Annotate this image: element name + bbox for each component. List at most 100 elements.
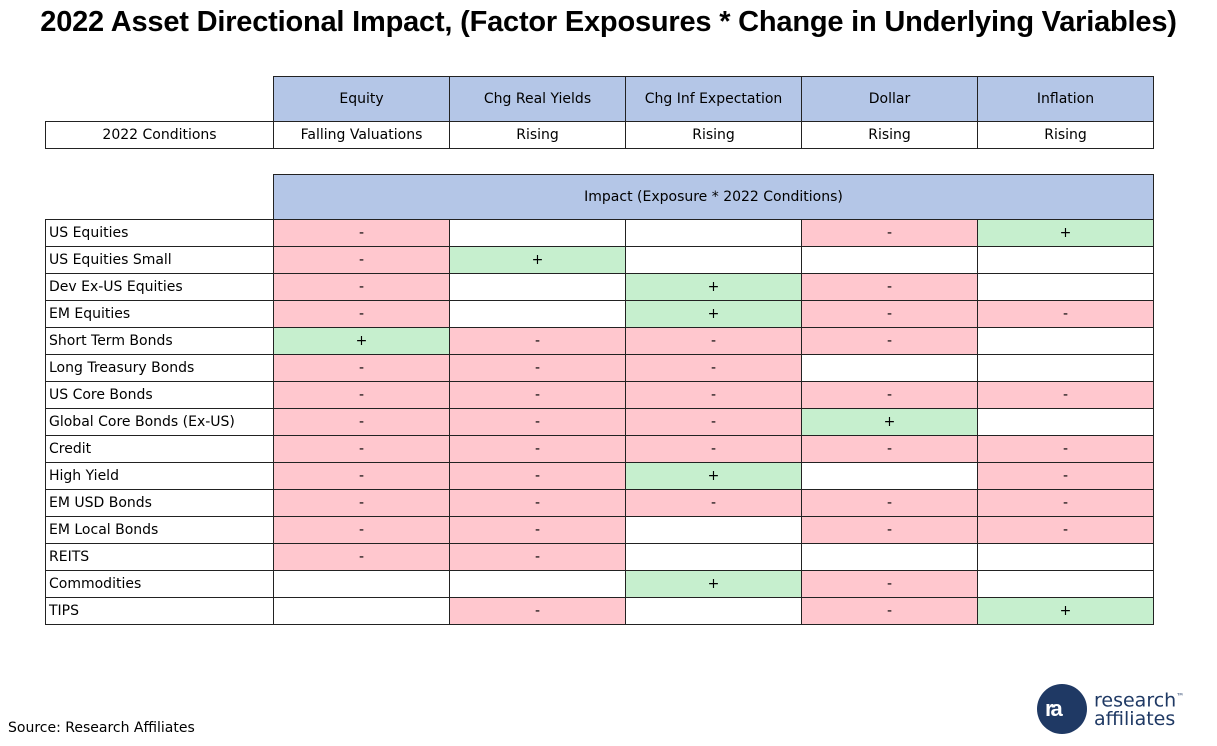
impact-cell: - (273, 516, 450, 544)
impact-cell: - (801, 516, 978, 544)
asset-name: Global Core Bonds (Ex-US) (45, 408, 274, 436)
impact-cell: - (273, 273, 450, 301)
impact-cell: - (273, 219, 450, 247)
impact-cell (449, 273, 626, 301)
impact-cell: - (273, 489, 450, 517)
table-row: US Core Bonds - - - - - (45, 381, 1154, 409)
factor-header-dollar: Dollar (801, 76, 978, 122)
table-row: Global Core Bonds (Ex-US) - - - + (45, 408, 1154, 436)
impact-cell: - (977, 381, 1154, 409)
impact-cell: - (801, 219, 978, 247)
impact-cell: + (273, 327, 450, 355)
impact-cell: - (449, 327, 626, 355)
asset-name: US Equities Small (45, 246, 274, 274)
conditions-row: 2022 Conditions Falling Valuations Risin… (45, 121, 1154, 149)
impact-header-blank (46, 175, 274, 220)
impact-cell: - (449, 435, 626, 463)
impact-cell (273, 570, 450, 598)
impact-cell (625, 543, 802, 571)
impact-cell: - (449, 543, 626, 571)
impact-cell: - (977, 489, 1154, 517)
impact-cell: - (625, 327, 802, 355)
table-row: Credit - - - - - (45, 435, 1154, 463)
impact-cell: - (801, 489, 978, 517)
page-title: 2022 Asset Directional Impact, (Factor E… (40, 6, 1177, 38)
impact-cell (977, 327, 1154, 355)
asset-name: High Yield (45, 462, 274, 490)
factor-table: Equity Chg Real Yields Chg Inf Expectati… (45, 76, 1154, 149)
impact-body: US Equities - - + US Equities Small - + Dev Ex-… (45, 219, 1154, 625)
impact-cell (977, 354, 1154, 382)
impact-header: Impact (Exposure * 2022 Conditions) (273, 174, 1154, 220)
impact-cell (977, 570, 1154, 598)
impact-cell: - (625, 435, 802, 463)
conditions-label: 2022 Conditions (45, 121, 274, 149)
impact-table: Impact (Exposure * 2022 Conditions) US E… (45, 174, 1154, 625)
impact-cell: - (449, 354, 626, 382)
impact-cell: + (625, 570, 802, 598)
logo-tm: ™ (1176, 692, 1185, 701)
factor-header-row: Equity Chg Real Yields Chg Inf Expectati… (46, 76, 1154, 122)
table-row: EM Local Bonds - - - - (45, 516, 1154, 544)
impact-cell: - (449, 462, 626, 490)
impact-cell: - (977, 516, 1154, 544)
table-row: Short Term Bonds + - - - (45, 327, 1154, 355)
asset-name: Long Treasury Bonds (45, 354, 274, 382)
impact-cell (625, 597, 802, 625)
condition-cell: Rising (977, 121, 1154, 149)
impact-cell: - (449, 408, 626, 436)
impact-cell: - (449, 381, 626, 409)
asset-name: US Equities (45, 219, 274, 247)
table-row: REITS - - (45, 543, 1154, 571)
impact-cell: - (273, 246, 450, 274)
impact-cell: - (273, 354, 450, 382)
logo-mark-icon: ra (1037, 684, 1087, 734)
table-row: US Equities - - + (45, 219, 1154, 247)
table-row: US Equities Small - + (45, 246, 1154, 274)
factor-header-inflation: Inflation (977, 76, 1154, 122)
impact-cell: - (977, 462, 1154, 490)
asset-name: Dev Ex-US Equities (45, 273, 274, 301)
impact-cell: - (449, 489, 626, 517)
impact-cell: - (801, 570, 978, 598)
asset-name: EM Local Bonds (45, 516, 274, 544)
table-row: EM Equities - + - - (45, 300, 1154, 328)
impact-cell (449, 570, 626, 598)
logo-text-line2: affiliates (1094, 708, 1176, 731)
source-note: Source: Research Affiliates (8, 720, 195, 736)
impact-cell (977, 543, 1154, 571)
table-row: TIPS - - + (45, 597, 1154, 625)
impact-cell (801, 246, 978, 274)
impact-cell (801, 354, 978, 382)
impact-cell: + (625, 462, 802, 490)
impact-cell (801, 543, 978, 571)
table-row: High Yield - - + - (45, 462, 1154, 490)
table-row: Dev Ex-US Equities - + - (45, 273, 1154, 301)
impact-cell: + (625, 273, 802, 301)
logo-text-line1: research (1094, 689, 1177, 712)
factor-header-equity: Equity (273, 76, 450, 122)
impact-cell (273, 597, 450, 625)
impact-cell: - (449, 516, 626, 544)
impact-cell: - (801, 597, 978, 625)
asset-name: Commodities (45, 570, 274, 598)
header-blank-cell (46, 77, 274, 122)
impact-cell: + (801, 408, 978, 436)
impact-cell: - (273, 462, 450, 490)
impact-cell (625, 219, 802, 247)
asset-name: US Core Bonds (45, 381, 274, 409)
logo-text: research™ affiliates (1094, 687, 1184, 729)
impact-cell: + (449, 246, 626, 274)
impact-cell (449, 219, 626, 247)
impact-cell: - (273, 435, 450, 463)
impact-cell: - (273, 543, 450, 571)
impact-cell: + (977, 219, 1154, 247)
condition-cell: Falling Valuations (273, 121, 450, 149)
impact-cell: - (801, 300, 978, 328)
condition-cell: Rising (449, 121, 626, 149)
impact-cell: - (273, 408, 450, 436)
condition-cell: Rising (625, 121, 802, 149)
research-affiliates-logo: ra research™ affiliates (1037, 684, 1187, 734)
asset-name: Credit (45, 435, 274, 463)
impact-cell (977, 273, 1154, 301)
